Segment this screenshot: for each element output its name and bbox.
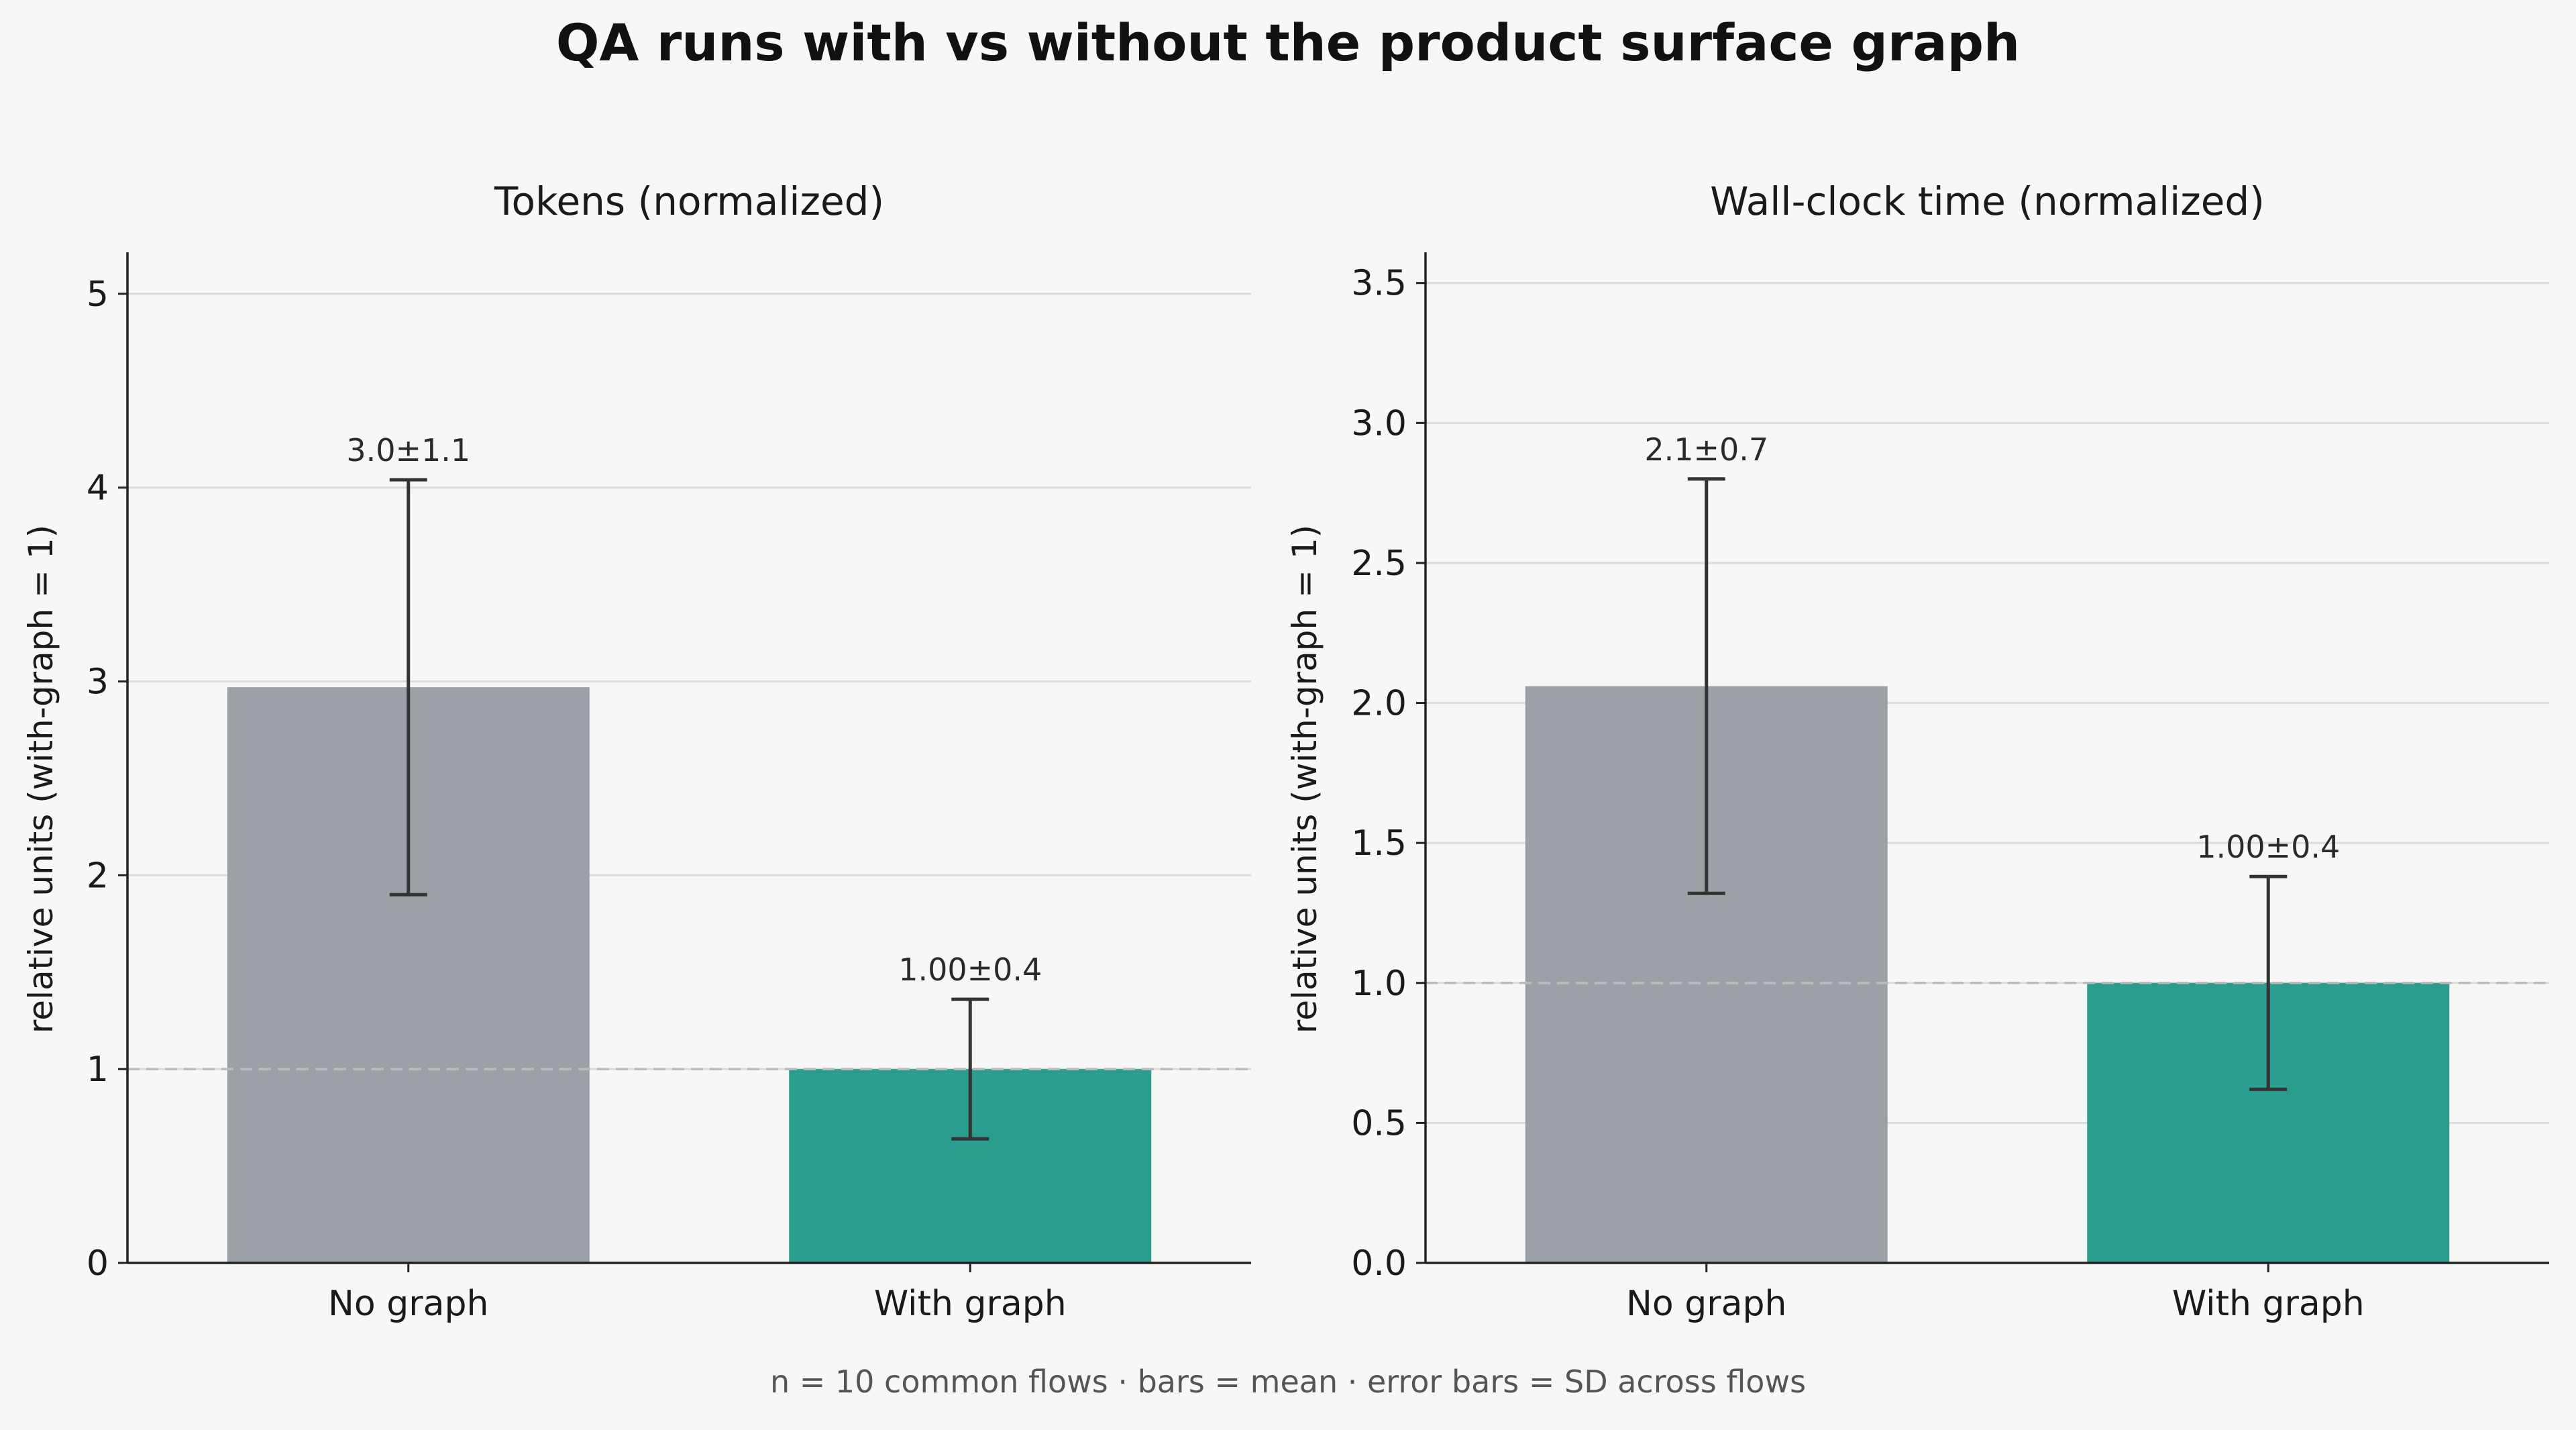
y-tick-label: 1.0 <box>1351 964 1407 1004</box>
panel-wall-clock-time: Wall-clock time (normalized) 0.0 0.5 1.0 1.5… <box>1285 178 2549 1324</box>
y-tick-label: 0.5 <box>1351 1103 1407 1143</box>
x-tick-label-with-graph: With graph <box>874 1284 1067 1324</box>
y-axis-label: relative units (with-graph = 1) <box>21 525 60 1033</box>
y-tick-label: 5 <box>87 274 109 315</box>
y-tick-label: 0 <box>87 1243 109 1284</box>
panel-title: Wall-clock time (normalized) <box>1710 178 2265 224</box>
panel-tokens: Tokens (normalized) 0 1 2 3 4 5 relative units … <box>21 178 1251 1324</box>
y-tick-label: 3.0 <box>1351 403 1407 444</box>
y-tick-label: 1.5 <box>1351 823 1407 864</box>
y-tick-label: 3 <box>87 662 109 702</box>
y-tick-label: 2 <box>87 856 109 896</box>
y-tick-label: 4 <box>87 468 109 509</box>
y-tick-label: 3.5 <box>1351 264 1407 304</box>
x-tick-label-with-graph: With graph <box>2172 1284 2365 1324</box>
y-tick-label: 1 <box>87 1050 109 1090</box>
x-tick-label-no-graph: No graph <box>1626 1284 1786 1324</box>
y-tick-label: 2.5 <box>1351 544 1407 584</box>
data-label-no-graph: 2.1±0.7 <box>1644 431 1768 468</box>
y-tick-label: 0.0 <box>1351 1243 1407 1284</box>
data-label-with-graph: 1.00±0.4 <box>2196 829 2340 865</box>
y-tick-label: 2.0 <box>1351 684 1407 724</box>
panel-title: Tokens (normalized) <box>494 178 884 224</box>
y-axis-label: relative units (with-graph = 1) <box>1285 525 1324 1033</box>
footnote: n = 10 common flows · bars = mean · erro… <box>770 1364 1806 1400</box>
x-tick-label-no-graph: No graph <box>328 1284 488 1324</box>
figure-title: QA runs with vs without the product surf… <box>556 13 2020 72</box>
data-label-with-graph: 1.00±0.4 <box>898 952 1042 988</box>
data-label-no-graph: 3.0±1.1 <box>346 432 470 468</box>
